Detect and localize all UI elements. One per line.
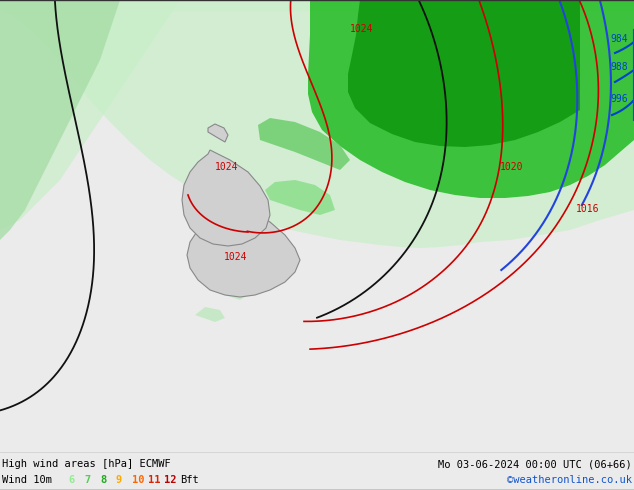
Polygon shape <box>265 180 335 215</box>
Text: Bft: Bft <box>180 475 198 485</box>
Polygon shape <box>0 0 120 240</box>
Polygon shape <box>0 0 634 248</box>
Text: 6: 6 <box>68 475 74 485</box>
Text: High wind areas [hPa] ECMWF: High wind areas [hPa] ECMWF <box>2 459 171 469</box>
Text: ©weatheronline.co.uk: ©weatheronline.co.uk <box>507 475 632 485</box>
Polygon shape <box>0 0 180 230</box>
Text: 10: 10 <box>132 475 145 485</box>
Text: 1020: 1020 <box>500 162 524 172</box>
Polygon shape <box>195 307 225 322</box>
Text: 11: 11 <box>148 475 160 485</box>
Polygon shape <box>308 0 634 198</box>
Text: 984: 984 <box>610 34 628 44</box>
Text: 1024: 1024 <box>215 162 238 172</box>
Polygon shape <box>348 0 580 147</box>
Text: 8: 8 <box>100 475 107 485</box>
Text: 9: 9 <box>116 475 122 485</box>
Text: 988: 988 <box>610 62 628 72</box>
Text: 1024: 1024 <box>224 252 247 262</box>
Polygon shape <box>208 124 228 142</box>
Text: 1024: 1024 <box>350 24 373 34</box>
Text: 1016: 1016 <box>576 204 600 214</box>
Text: Mo 03-06-2024 00:00 UTC (06+66): Mo 03-06-2024 00:00 UTC (06+66) <box>438 459 632 469</box>
Text: 996: 996 <box>610 94 628 104</box>
Polygon shape <box>187 200 300 297</box>
Polygon shape <box>182 150 270 246</box>
Text: 12: 12 <box>164 475 176 485</box>
Polygon shape <box>225 283 248 300</box>
Text: Wind 10m: Wind 10m <box>2 475 52 485</box>
Polygon shape <box>258 118 350 170</box>
Text: 7: 7 <box>84 475 90 485</box>
